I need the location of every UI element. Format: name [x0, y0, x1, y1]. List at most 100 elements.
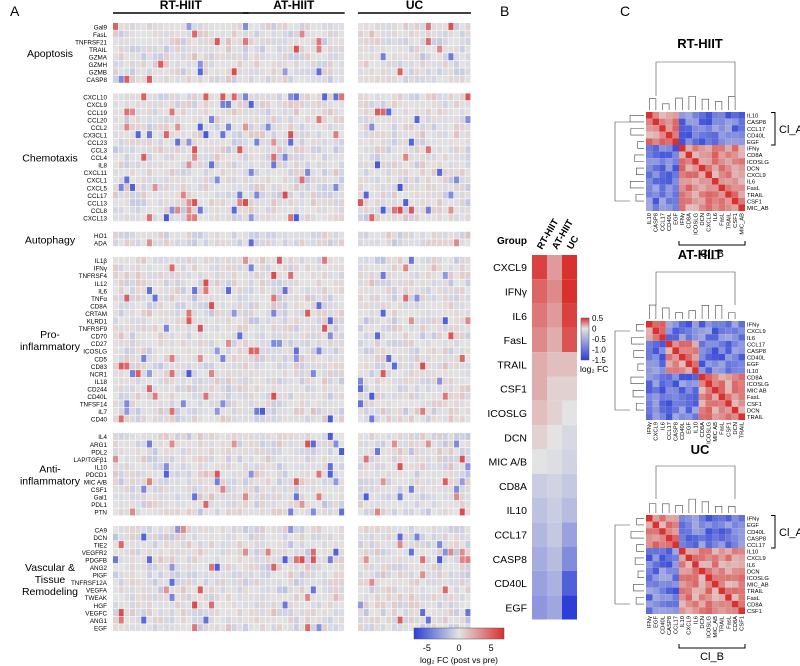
heat-cell	[220, 377, 226, 385]
heat-cell	[386, 526, 392, 533]
heat-cell	[243, 432, 249, 440]
heat-cell	[192, 470, 198, 478]
heat-cell	[369, 30, 375, 38]
heat-cell	[141, 609, 147, 616]
heat-cell	[135, 146, 141, 154]
gene-label: VEGFA	[86, 588, 108, 595]
heat-cell	[316, 526, 322, 533]
heat-cell	[305, 100, 311, 108]
heat-cell	[316, 432, 322, 440]
heat-cell	[192, 332, 198, 340]
heat-cell	[310, 184, 316, 191]
heat-cell	[414, 407, 420, 415]
heat-cell	[282, 317, 288, 325]
heat-cell	[180, 541, 186, 549]
heat-cell	[386, 131, 392, 139]
heat-cell	[175, 100, 181, 108]
heat-cell	[203, 415, 209, 423]
heat-cell	[363, 30, 369, 38]
heat-cell	[327, 287, 333, 294]
heat-cell	[135, 478, 141, 486]
heat-cell	[209, 153, 215, 161]
corr-cell	[652, 197, 660, 205]
heat-cell	[408, 191, 414, 199]
heat-cell	[248, 392, 254, 400]
corr-cell	[646, 191, 653, 198]
heat-cell	[259, 116, 265, 123]
heat-cell	[271, 455, 277, 463]
heat-cell	[363, 508, 369, 516]
heat-cell	[327, 541, 333, 549]
heat-cell	[358, 239, 364, 247]
heat-cell	[391, 432, 397, 440]
heat-cell	[305, 347, 311, 355]
heat-cell	[465, 624, 471, 632]
heat-cell	[465, 508, 471, 516]
heat-cell	[113, 470, 119, 478]
heat-cell	[152, 184, 158, 191]
heat-cell	[288, 309, 294, 317]
heat-cell	[146, 586, 152, 594]
corr-cell	[685, 138, 693, 145]
corr-cell	[712, 151, 719, 159]
heat-cell	[408, 279, 414, 287]
heat-cell	[259, 609, 265, 616]
heat-cell	[237, 392, 243, 400]
heat-cell	[282, 199, 288, 207]
heat-cell	[327, 123, 333, 131]
heat-cell	[431, 609, 437, 616]
heat-cell	[299, 533, 305, 541]
heat-cell	[282, 191, 288, 199]
heat-cell	[363, 131, 369, 139]
heat-cell	[146, 23, 152, 30]
heat-cell	[358, 287, 364, 294]
heat-cell	[152, 302, 158, 310]
heat-cell	[214, 362, 220, 370]
heat-cell	[333, 463, 339, 471]
heat-cell	[209, 493, 215, 501]
heat-cell	[231, 563, 237, 571]
heat-cell	[374, 294, 380, 302]
heat-cell	[254, 526, 260, 533]
heat-cell	[288, 199, 294, 207]
heat-cell	[248, 146, 254, 154]
heat-cell	[391, 324, 397, 332]
heat-cell	[175, 68, 181, 76]
heat-cell	[271, 279, 277, 287]
heat-cell	[408, 168, 414, 176]
heat-cell	[448, 407, 454, 415]
heat-cell	[237, 415, 243, 423]
heat-cell	[180, 108, 186, 116]
heat-cell	[237, 385, 243, 393]
heat-cell	[305, 332, 311, 340]
heat-cell	[259, 526, 265, 533]
heat-cell	[197, 601, 203, 609]
heat-cell	[403, 256, 409, 264]
heat-cell	[299, 302, 305, 310]
heat-cell	[431, 146, 437, 154]
heat-cell	[333, 355, 339, 362]
heat-cell	[197, 138, 203, 146]
gene-label: ADA	[94, 241, 108, 248]
heat-cell	[391, 45, 397, 53]
heat-cell	[271, 324, 277, 332]
heat-cell	[163, 131, 169, 139]
heat-cell	[369, 60, 375, 68]
heat-cell	[465, 199, 471, 207]
heat-cell	[175, 38, 181, 46]
heat-cell	[113, 206, 119, 214]
heat-cell	[408, 470, 414, 478]
heat-cell	[454, 448, 460, 455]
heat-cell	[305, 448, 311, 455]
heat-cell	[175, 176, 181, 184]
heat-cell	[414, 563, 420, 571]
heat-cell	[113, 271, 119, 279]
heat-cell	[448, 302, 454, 310]
heat-cell	[237, 271, 243, 279]
heat-cell	[243, 53, 249, 61]
heat-cell	[226, 324, 232, 332]
heat-cell	[465, 478, 471, 486]
heat-cell	[305, 271, 311, 279]
heat-cell	[169, 239, 175, 247]
heat-cell	[448, 533, 454, 541]
